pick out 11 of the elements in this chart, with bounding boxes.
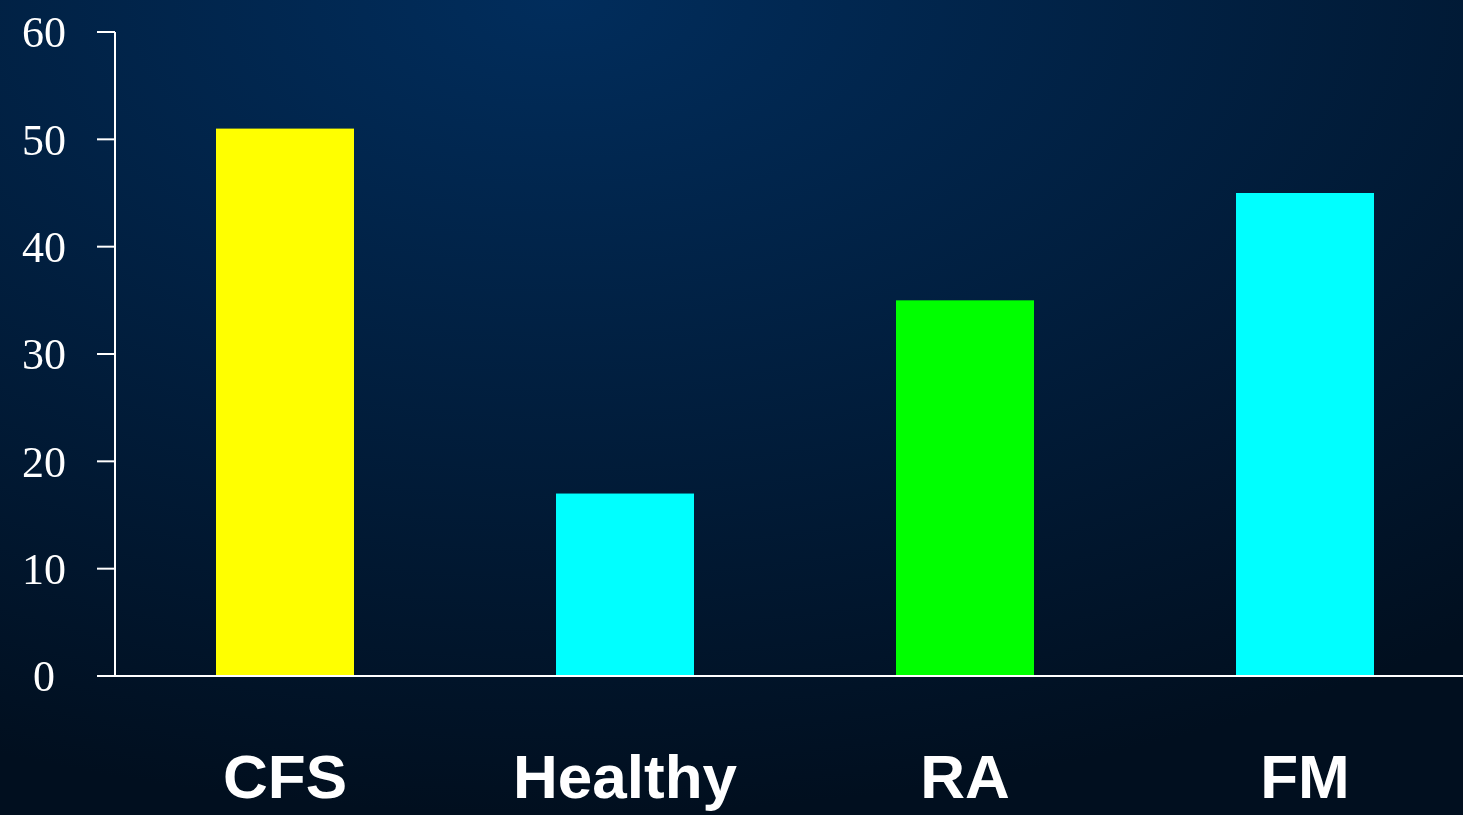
y-tick-label: 20 bbox=[22, 437, 66, 487]
y-tick-label: 40 bbox=[22, 223, 66, 273]
y-tick-label: 0 bbox=[33, 652, 55, 702]
x-tick-label: Healthy bbox=[513, 742, 738, 811]
x-tick-label: RA bbox=[920, 742, 1010, 811]
x-tick-label: CFS bbox=[223, 742, 347, 811]
y-tick-label: 60 bbox=[22, 8, 66, 58]
x-tick-label: FM bbox=[1260, 742, 1350, 811]
y-tick-label: 10 bbox=[22, 545, 66, 595]
y-tick-label: 30 bbox=[22, 330, 66, 380]
y-tick-label: 50 bbox=[22, 115, 66, 165]
